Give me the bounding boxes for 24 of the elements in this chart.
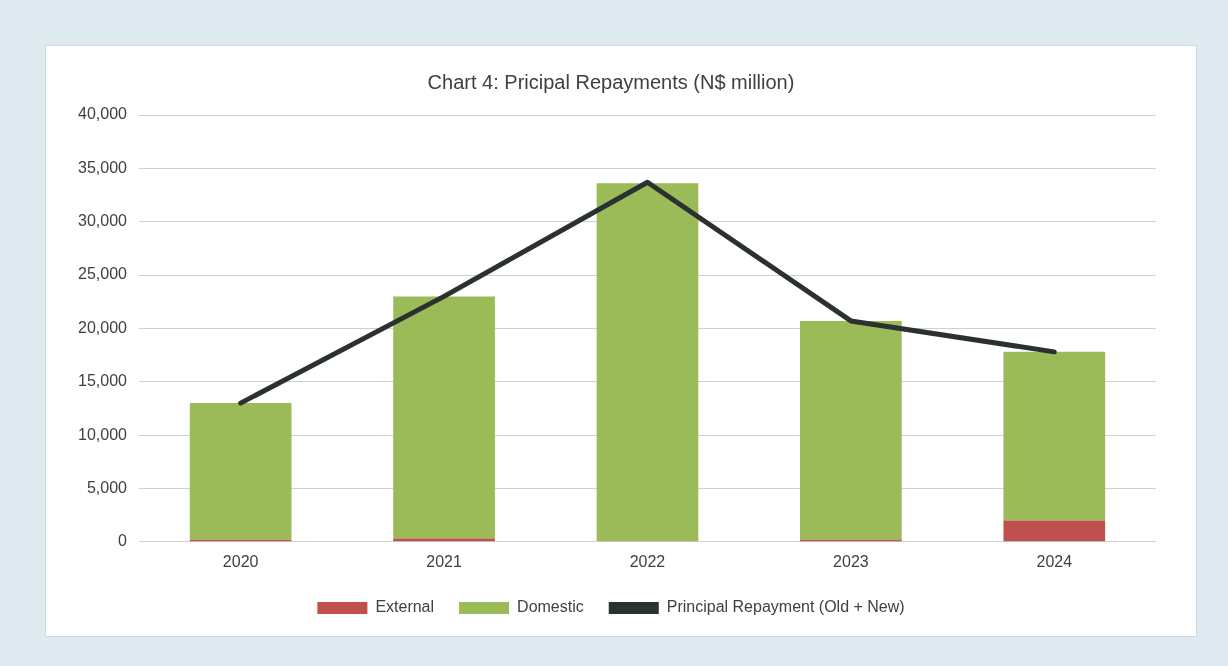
x-tick-label: 2022	[629, 552, 666, 570]
y-tick-label: 20,000	[78, 318, 128, 336]
bar	[1003, 520, 1106, 542]
bar	[1003, 351, 1106, 521]
y-tick-label: 5,000	[86, 478, 128, 496]
y-tick-label: 10,000	[78, 425, 128, 443]
bar	[189, 403, 292, 540]
y-tick-label: 0	[118, 532, 128, 550]
x-tick-label: 2024	[1036, 552, 1073, 570]
y-tick-label: 15,000	[78, 372, 128, 390]
x-tick-label: 2021	[426, 552, 462, 570]
legend-label: Principal Repayment (Old + New)	[666, 598, 905, 616]
y-tick-label: 40,000	[78, 105, 128, 123]
y-tick-label: 30,000	[78, 212, 128, 230]
bar	[393, 296, 495, 539]
legend-label: External	[375, 598, 435, 616]
chart-title: Chart 4: Pricipal Repayments (N$ million)	[427, 70, 795, 93]
x-tick-label: 2020	[222, 552, 259, 570]
y-tick-label: 35,000	[78, 158, 128, 176]
x-tick-label: 2023	[833, 552, 869, 570]
bar	[800, 320, 902, 540]
legend-label: Domestic	[517, 598, 584, 616]
bar	[596, 183, 699, 542]
y-tick-label: 25,000	[78, 265, 128, 283]
